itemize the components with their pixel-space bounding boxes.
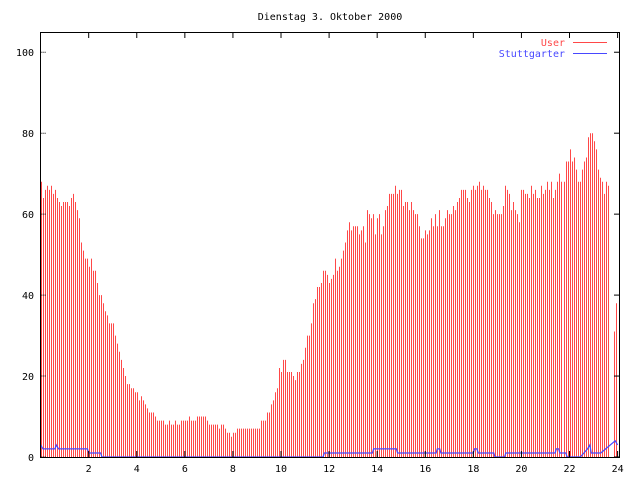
y-tick-label: 100: [16, 48, 34, 59]
x-tick-label: 12: [323, 464, 335, 475]
x-tick-label: 6: [182, 464, 188, 475]
y-axis: 0 20 40 60 80 100: [16, 48, 620, 464]
user-series-bars: [41, 133, 617, 457]
x-tick-label: 10: [275, 464, 287, 475]
x-tick-label: 4: [134, 464, 140, 475]
x-tick-label: 22: [563, 464, 575, 475]
x-tick-label: 2: [86, 464, 92, 475]
x-tick-label: 16: [419, 464, 431, 475]
x-tick-label: 24: [612, 464, 624, 475]
legend-label-stuttgarter: Stuttgarter: [499, 49, 565, 60]
x-tick-label: 14: [371, 464, 383, 475]
stuttgarter-series-line: [40, 439, 619, 458]
x-axis: 2 4 6 8 10 12 14 16 18 20 22 24: [86, 32, 624, 475]
x-tick-label: 20: [515, 464, 527, 475]
plot-frame: [40, 32, 620, 458]
y-tick-label: 60: [22, 210, 34, 221]
chart-title: Dienstag 3. Oktober 2000: [258, 12, 403, 23]
legend-label-user: User: [541, 38, 565, 49]
y-tick-label: 0: [28, 453, 34, 464]
y-tick-label: 80: [22, 129, 34, 140]
y-tick-label: 40: [22, 291, 34, 302]
x-tick-label: 18: [467, 464, 479, 475]
legend: User Stuttgarter: [499, 38, 607, 60]
x-tick-label: 8: [230, 464, 236, 475]
y-tick-label: 20: [22, 372, 34, 383]
